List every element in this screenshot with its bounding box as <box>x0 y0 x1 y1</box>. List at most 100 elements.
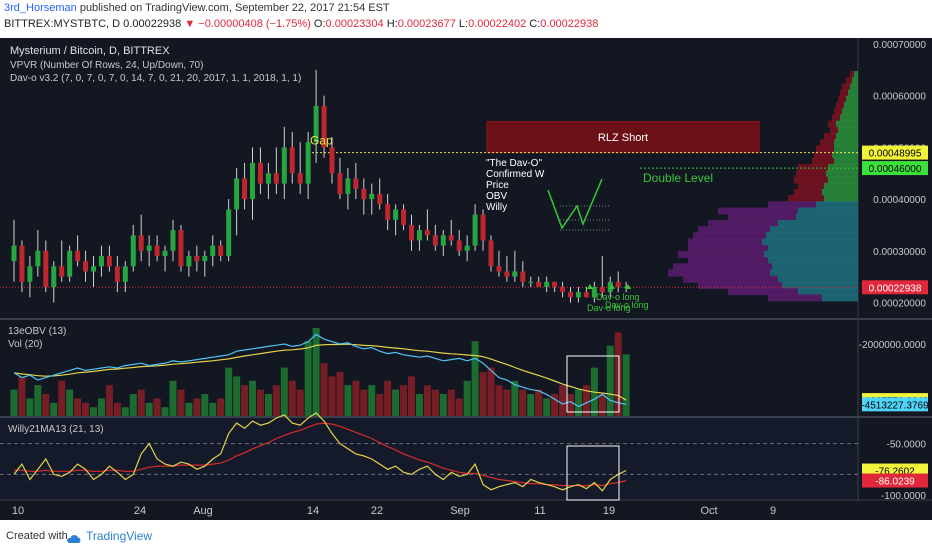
legend-willy: Willy21MA13 (21, 13) <box>8 424 104 435</box>
candle-down <box>377 193 383 205</box>
candle-down <box>448 235 454 241</box>
legend-title: Mysterium / Bitcoin, D, BITTREX <box>10 45 170 57</box>
vpvr-bar-sell <box>708 219 778 227</box>
last-price-tag: 0.00022938 <box>869 283 922 294</box>
willy-tag: -76.2602 <box>875 467 915 478</box>
candle-up <box>234 178 240 210</box>
volume-bar <box>137 389 145 416</box>
volume-bar <box>423 385 431 416</box>
candle-down <box>480 214 486 241</box>
volume-bar <box>527 394 535 416</box>
candle-up <box>250 162 255 200</box>
vpvr-bar-sell <box>842 83 850 91</box>
candle-down <box>242 178 248 200</box>
volume-bar <box>66 389 74 416</box>
davo-note-line: Willy <box>486 202 507 213</box>
vpvr-bar-sell <box>824 133 836 141</box>
volume-bar <box>225 367 233 416</box>
candle-up <box>35 250 41 267</box>
tradingview-brand[interactable]: TradingView <box>86 529 153 543</box>
vpvr-bar-buy <box>832 151 858 159</box>
legend-davo: Dav-o v3.2 (7, 0, 7, 0, 7, 0, 14, 7, 0, … <box>10 73 301 84</box>
candle-down <box>273 173 279 184</box>
vpvr-bar-buy <box>842 108 858 116</box>
volume-bar <box>511 380 519 416</box>
obv-ma-line <box>13 343 627 401</box>
willy-ma-line <box>14 422 627 487</box>
chart-svg[interactable]: RLZ Short 0.000700000.000600000.00050000… <box>0 38 932 520</box>
candle-up <box>393 209 399 220</box>
vpvr-bar-sell <box>814 151 832 159</box>
price-tick-label: 0.00030000 <box>873 247 926 258</box>
vpvr-bar-sell <box>796 170 826 178</box>
time-tick-label: 22 <box>371 505 383 517</box>
candle-down <box>488 240 494 267</box>
vpvr-bar-sell <box>688 244 768 252</box>
candle-down <box>138 235 144 251</box>
ohlc-close: 0.00022938 <box>540 18 599 30</box>
time-tick-label: Sep <box>450 505 470 517</box>
chart-area[interactable]: RLZ Short 0.000700000.000600000.00050000… <box>0 38 932 520</box>
vpvr-bar-sell <box>768 201 816 209</box>
candle-down <box>599 286 605 293</box>
double-level-tag: 0.00046000 <box>869 164 922 175</box>
volume-bar <box>288 380 296 416</box>
candle-up <box>265 173 271 184</box>
candle-down <box>409 224 414 241</box>
candle-up <box>51 266 57 287</box>
vpvr-bar-sell <box>728 213 796 221</box>
volume-bar <box>177 389 185 416</box>
volume-bar <box>312 328 320 416</box>
vpvr-bar-sell <box>788 195 824 203</box>
davo-note-line: Confirmed W <box>486 169 545 180</box>
candle-up <box>313 106 319 143</box>
volume-bar <box>10 389 18 416</box>
vpvr-bar-buy <box>768 257 858 265</box>
published-text: published on TradingView.com, September … <box>76 2 390 14</box>
ohlc-o-label: O: <box>310 18 326 30</box>
volume-bar <box>50 402 58 416</box>
volume-bar <box>185 402 193 416</box>
candle-down <box>218 245 224 256</box>
candle-down <box>43 250 49 287</box>
vpvr-bar-sell <box>830 126 838 134</box>
vpvr-bar-sell <box>836 102 844 110</box>
obv-tag: -4513227.3769 <box>861 400 929 411</box>
vpvr-bar-sell <box>768 294 822 302</box>
vpvr-bar-sell <box>828 120 836 128</box>
davo-long-arrow-icon <box>587 284 593 289</box>
candle-up <box>226 209 232 256</box>
time-tick-label: 10 <box>12 505 24 517</box>
highlight-box-obv <box>566 355 620 413</box>
candle-down <box>154 245 160 256</box>
candle-down <box>432 235 438 246</box>
candle-down <box>552 281 558 287</box>
candle-up <box>11 245 17 262</box>
last-price-tag-bg <box>862 280 928 295</box>
candle-down <box>257 162 263 184</box>
candle-down <box>568 292 573 298</box>
time-tick-label: 14 <box>307 505 319 517</box>
volume-bar <box>551 394 559 416</box>
vpvr-bar-sell <box>668 269 770 277</box>
volume-bar <box>129 394 137 416</box>
volume-bar <box>392 389 400 416</box>
price-change: −0.00000408 (−1.75%) <box>198 18 311 30</box>
vpvr-bar-buy <box>766 232 858 240</box>
candle-up <box>464 245 470 251</box>
vpvr-bar-sell <box>838 95 846 103</box>
candle-up <box>130 235 136 267</box>
candle-down <box>59 266 65 277</box>
author-link[interactable]: 3rd_Horseman <box>4 2 77 14</box>
volume-bar <box>400 385 408 416</box>
vpvr-bar-sell <box>798 182 824 190</box>
volume-bar <box>209 402 217 416</box>
gap-level-tag-bg <box>862 145 928 160</box>
ohlc-h-label: H: <box>383 18 398 30</box>
vpvr-bar-buy <box>854 71 858 79</box>
vpvr-bar-buy <box>834 157 858 165</box>
tradingview-cloud-icon <box>66 531 82 549</box>
volume-bar <box>463 380 471 416</box>
vpvr-bar-buy <box>778 275 858 283</box>
vpvr-bar-buy <box>796 213 858 221</box>
